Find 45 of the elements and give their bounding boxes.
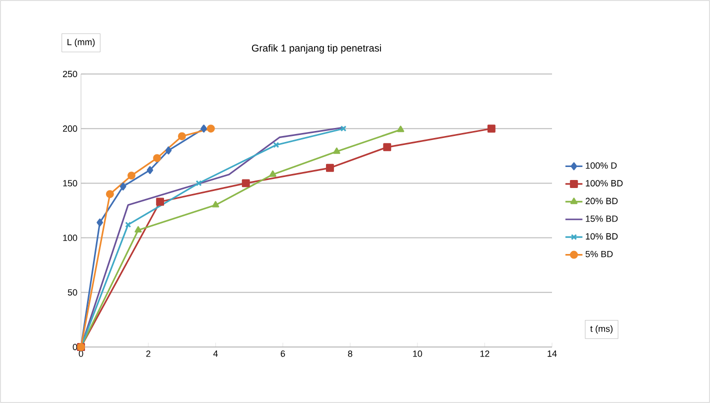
point [96, 218, 104, 226]
point [134, 226, 142, 233]
legend-label: 100% D [586, 162, 617, 169]
point [333, 148, 340, 154]
legend-label: 15% BD [586, 216, 618, 222]
y-tick-label: 150 [63, 180, 78, 186]
x-tick-label: 14 [548, 350, 557, 357]
point [106, 190, 114, 198]
point [397, 126, 404, 132]
x-tick-label: 8 [348, 350, 352, 357]
point [212, 201, 220, 208]
point [153, 154, 162, 162]
point [165, 146, 172, 154]
point [146, 166, 154, 174]
y-tick-label: 250 [62, 70, 78, 78]
chart-title: Grafik 1 panjang tip penetrasi [252, 44, 381, 54]
point [127, 172, 136, 180]
point [178, 132, 186, 140]
point [273, 142, 280, 148]
legend-label: 20% BD [586, 198, 618, 204]
y-tick-label: 0 [72, 344, 78, 350]
point [326, 164, 334, 172]
legend-label: 5% BD [586, 250, 613, 258]
legend-label: 100% BD [586, 180, 623, 186]
point [196, 180, 202, 186]
x-tick-label: 6 [280, 350, 285, 357]
y-tick-label: 200 [62, 125, 78, 132]
point [383, 143, 392, 152]
x-tick-label: 10 [413, 350, 422, 357]
x-tick-label: 4 [213, 350, 218, 357]
point [120, 182, 126, 190]
y-tick-label: 50 [68, 289, 78, 296]
point [242, 179, 250, 188]
point [200, 124, 207, 133]
point [125, 222, 132, 228]
point [487, 124, 496, 133]
legend-label: 10% BD [586, 233, 618, 240]
y-tick-label: 100 [63, 234, 78, 241]
y-axis-title: L (mm) [68, 38, 95, 47]
point [206, 124, 215, 133]
point [269, 170, 276, 177]
x-tick-label: 2 [146, 350, 150, 357]
x-tick-label: 12 [480, 350, 490, 357]
point [156, 198, 164, 206]
x-axis-title: t (ms) [590, 325, 613, 334]
